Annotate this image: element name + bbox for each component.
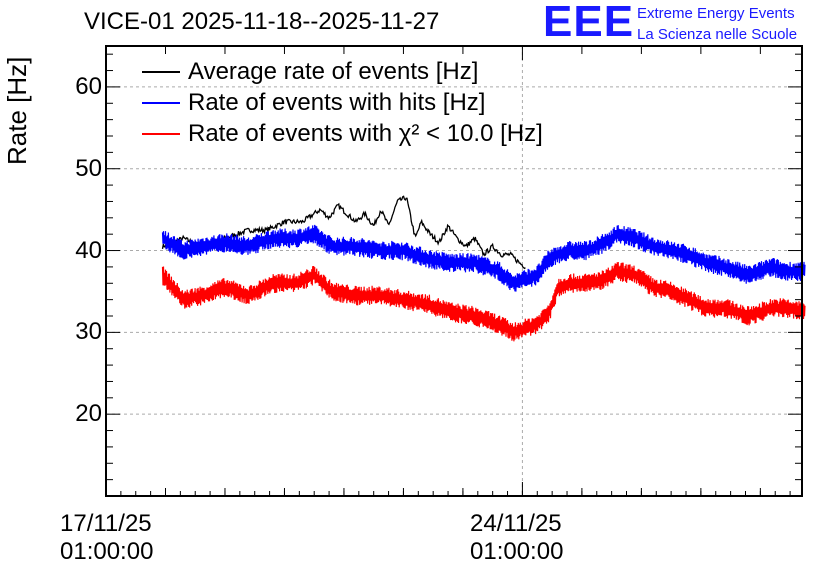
- y-tick-label: 60: [75, 72, 102, 100]
- y-tick-label: 30: [75, 318, 102, 346]
- legend-item-chi2: Rate of events with χ² < 10.0 [Hz]: [142, 120, 543, 148]
- y-tick-label: 50: [75, 154, 102, 182]
- legend-item-hits: Rate of events with hits [Hz]: [142, 89, 485, 117]
- legend-swatch-hits: [142, 102, 180, 104]
- legend-swatch-average: [142, 71, 180, 73]
- plot-frame: [105, 45, 803, 497]
- logo-subtitle-2: La Scienza nelle Scuole: [637, 26, 798, 43]
- chart-title: VICE-01 2025-11-18--2025-11-27: [84, 8, 440, 35]
- legend-label-average: Average rate of events [Hz]: [188, 58, 479, 85]
- legend-swatch-chi2: [142, 133, 180, 135]
- series-line: [161, 261, 806, 342]
- eee-logo: EEE Extreme Energy Events La Scienza nel…: [543, 0, 833, 46]
- legend-label-chi2: Rate of events with χ² < 10.0 [Hz]: [188, 120, 543, 147]
- x-tick-label-mid: 24/11/25 01:00:00: [470, 510, 563, 566]
- legend-item-average: Average rate of events [Hz]: [142, 58, 478, 86]
- x-tick-label-start-time: 01:00:00: [60, 538, 154, 565]
- y-tick-label: 20: [75, 400, 102, 428]
- x-tick-label-mid-time: 01:00:00: [470, 538, 564, 565]
- x-tick-label-mid-date: 24/11/25: [470, 510, 562, 537]
- legend-label-hits: Rate of events with hits [Hz]: [188, 89, 486, 116]
- x-tick-label-start: 17/11/25 01:00:00: [60, 510, 153, 566]
- series-line: [161, 224, 806, 292]
- y-tick-label: 40: [75, 236, 102, 264]
- logo-subtitle-1: Extreme Energy Events: [637, 5, 795, 22]
- eee-logo-mark: EEE: [543, 0, 635, 46]
- x-tick-label-start-date: 17/11/25: [60, 510, 152, 537]
